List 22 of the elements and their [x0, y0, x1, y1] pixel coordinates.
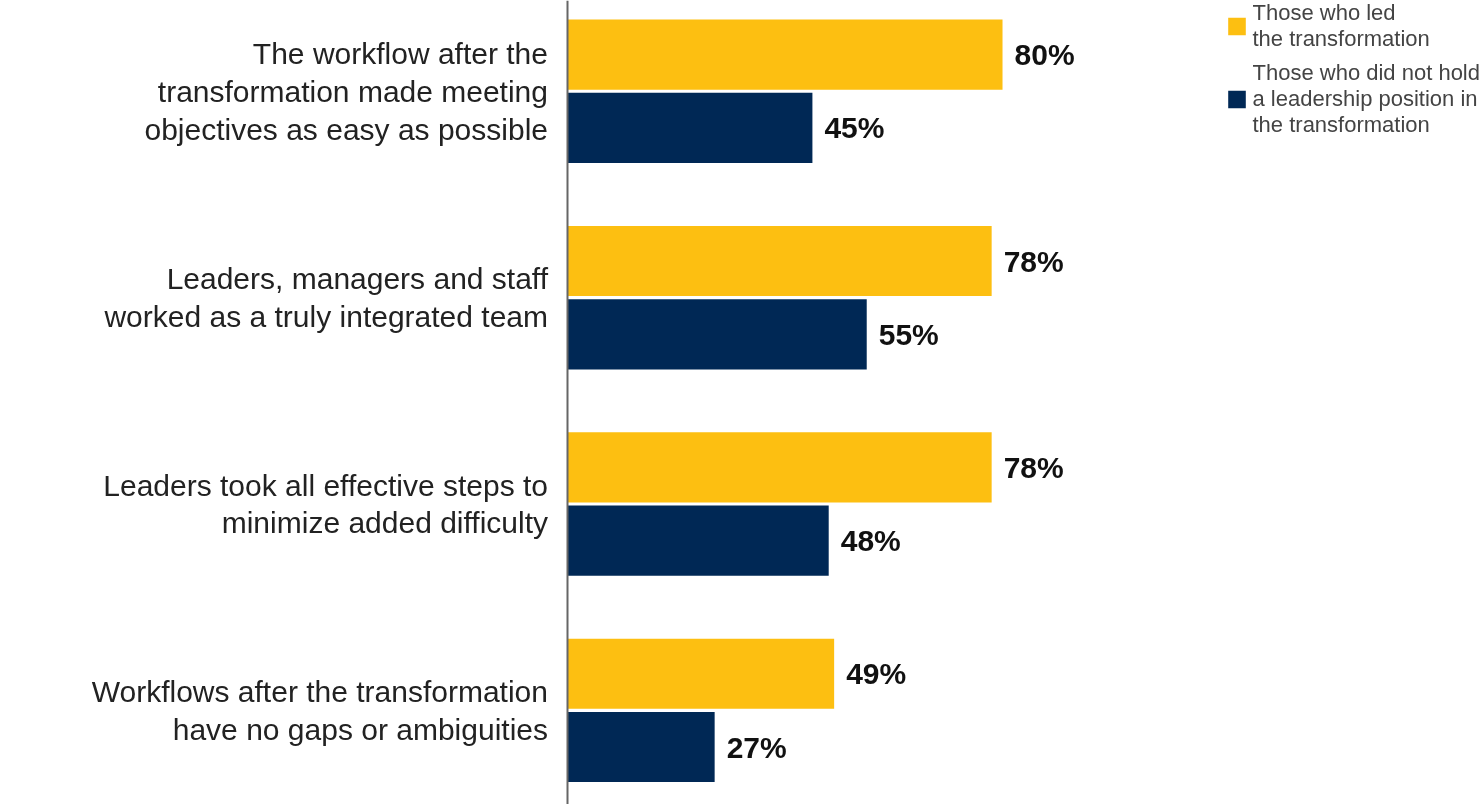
bar [567, 638, 835, 709]
bar [567, 299, 867, 370]
data-label: 45% [824, 111, 885, 145]
y-tick-label: Workflows after the transformation have no gaps or ambiguities [91, 674, 549, 746]
bar [567, 711, 715, 783]
data-label: 48% [840, 524, 901, 558]
data-label: 27% [726, 730, 787, 764]
y-tick-label: Leaders took all effective steps to minimize added difficulty [103, 468, 548, 540]
bar [567, 432, 992, 503]
data-label: 80% [1014, 38, 1075, 72]
bar [567, 225, 992, 297]
data-label: 55% [878, 317, 939, 351]
legend-label: Those who led the transformation [1252, 0, 1430, 52]
bar [567, 19, 1003, 90]
legend-label: Those who did not hold a leadership position in the transformation [1252, 60, 1480, 138]
data-label: 78% [1003, 244, 1064, 278]
y-tick-label: The workflow after the transformation made meeting objectives as easy as possible [144, 36, 549, 146]
y-tick-label: Leaders, managers and staff worked as a truly integrated team [103, 262, 549, 334]
bar [567, 92, 813, 164]
data-label: 78% [1003, 450, 1064, 484]
data-label: 49% [846, 657, 907, 691]
bar [567, 505, 829, 576]
